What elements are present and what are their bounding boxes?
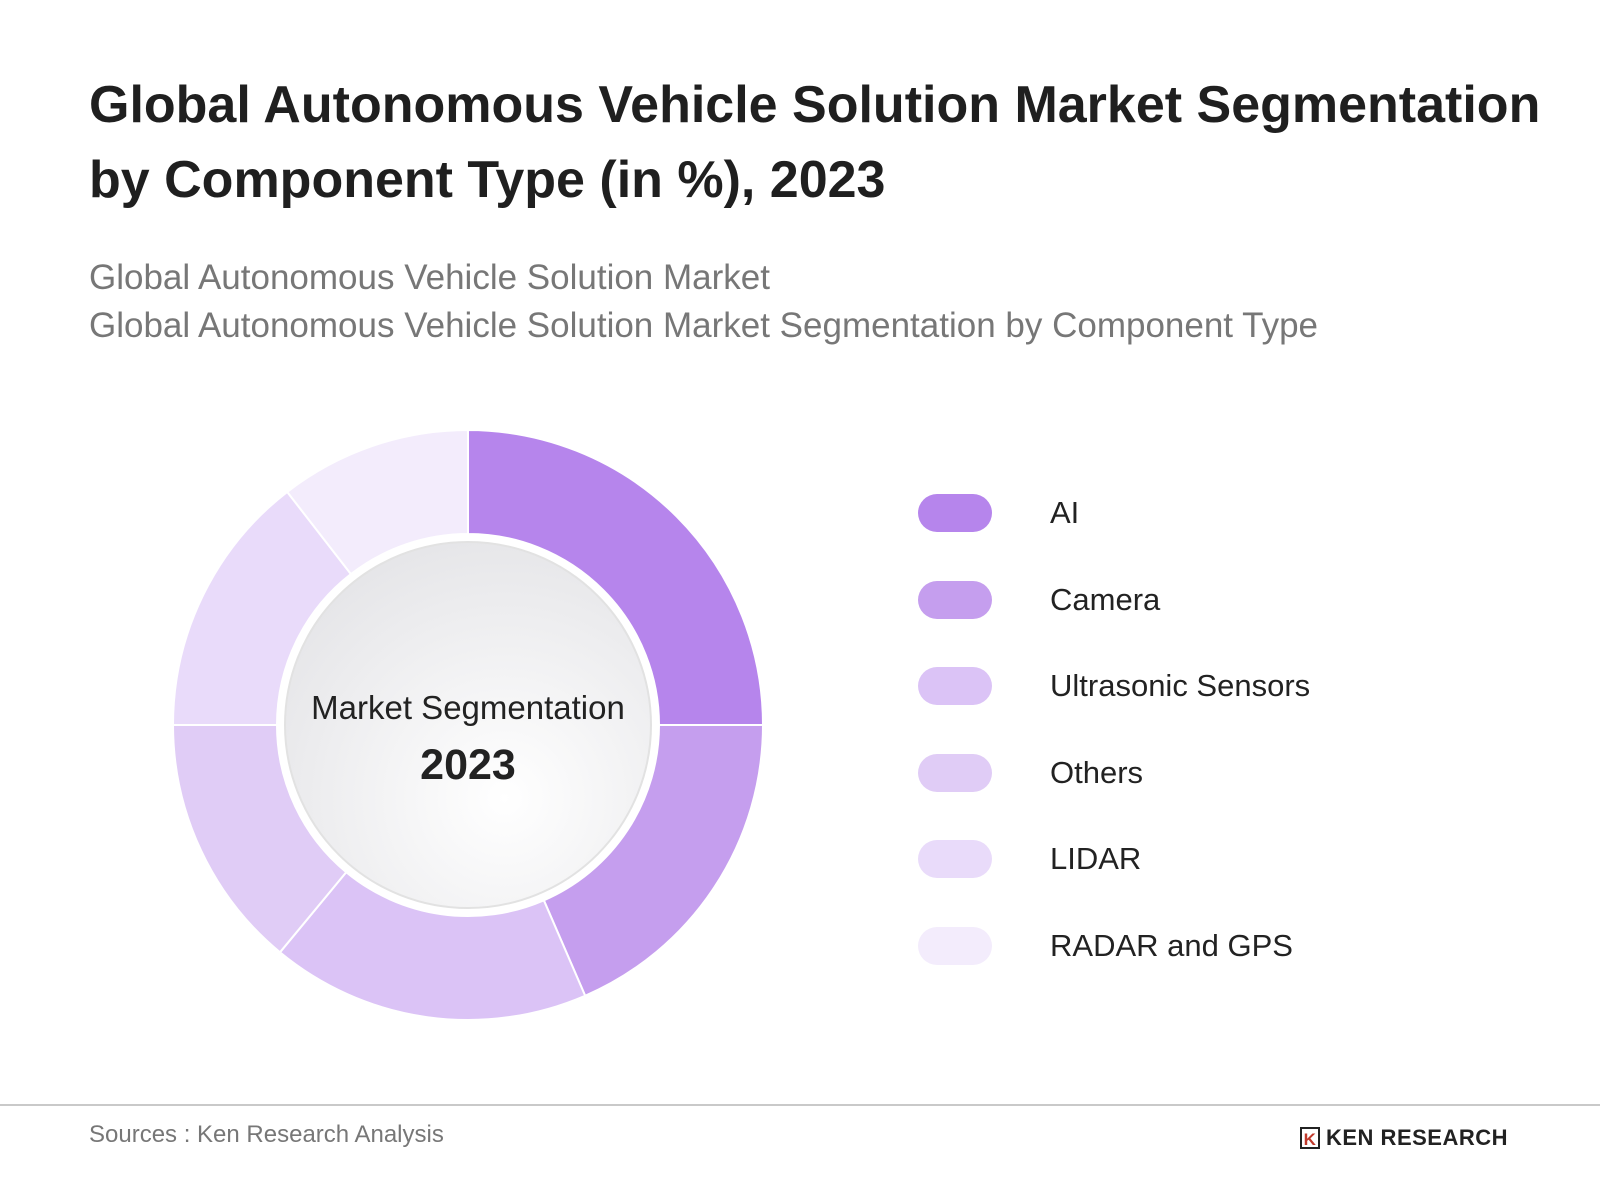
legend-label: Others: [1050, 754, 1144, 790]
legend-item: LIDAR: [918, 840, 1518, 878]
logo-text: KEN RESEARCH: [1326, 1125, 1509, 1150]
center-year: 2023: [420, 741, 516, 789]
chart-title: Global Autonomous Vehicle Solution Marke…: [89, 76, 1541, 209]
legend-item: RADAR and GPS: [918, 926, 1518, 965]
subtitle-line-1: Global Autonomous Vehicle Solution Marke…: [89, 258, 770, 297]
legend-swatch: [918, 926, 992, 965]
ken-research-logo: K KEN RESEARCH: [1300, 1125, 1508, 1151]
legend-swatch: [918, 667, 992, 705]
donut-chart: Market Segmentation 2023: [171, 428, 765, 1021]
legend-label: RADAR and GPS: [1050, 927, 1293, 963]
legend-label: AI: [1050, 495, 1080, 530]
legend-label: Camera: [1050, 581, 1161, 617]
legend-item: Ultrasonic Sensors: [918, 667, 1518, 705]
legend-label: Ultrasonic Sensors: [1050, 668, 1311, 703]
legend-swatch: [918, 840, 992, 878]
legend-swatch: [918, 494, 992, 532]
center-disc: [284, 541, 652, 909]
logo-mark-icon: K: [1300, 1127, 1320, 1149]
legend-swatch: [918, 753, 992, 792]
center-label: Market Segmentation: [311, 689, 625, 726]
subtitle-line-2: Global Autonomous Vehicle Solution Marke…: [89, 306, 1318, 345]
footer-divider: [0, 1104, 1600, 1106]
legend-item: Others: [918, 753, 1518, 792]
legend-swatch: [918, 580, 992, 619]
source-note: Sources : Ken Research Analysis: [89, 1121, 444, 1148]
legend-label: LIDAR: [1050, 841, 1142, 876]
legend-item: AI: [918, 494, 1518, 532]
legend-item: Camera: [918, 580, 1518, 619]
